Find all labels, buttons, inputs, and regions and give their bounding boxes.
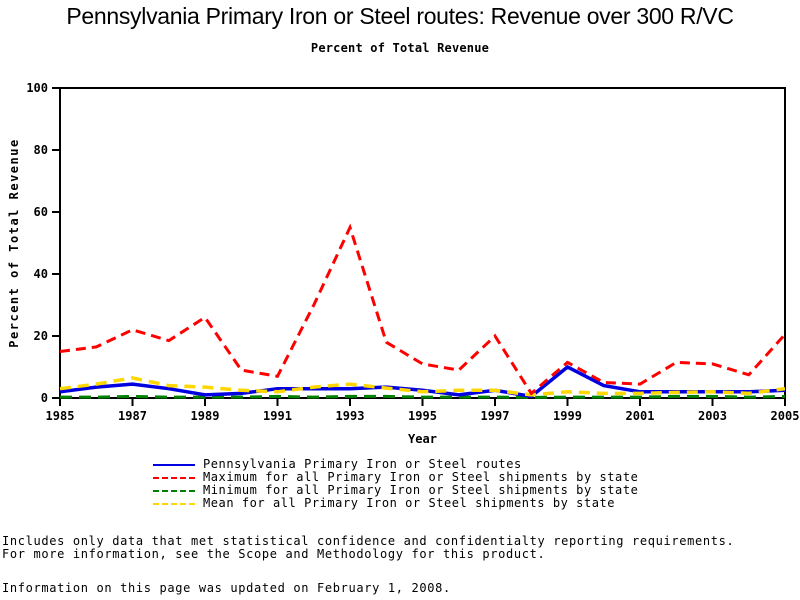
chart-legend: Pennsylvania Primary Iron or Steel route… xyxy=(153,458,638,510)
svg-text:0: 0 xyxy=(41,391,48,405)
legend-label: Pennsylvania Primary Iron or Steel route… xyxy=(203,457,522,471)
legend-label: Mean for all Primary Iron or Steel shipm… xyxy=(203,496,616,510)
series-line-2 xyxy=(60,394,786,399)
svg-text:1999: 1999 xyxy=(553,409,582,423)
page-title: Pennsylvania Primary Iron or Steel route… xyxy=(66,3,734,29)
svg-text:Year: Year xyxy=(408,432,437,446)
svg-text:1985: 1985 xyxy=(46,409,75,423)
legend-label: Minimum for all Primary Iron or Steel sh… xyxy=(203,483,639,497)
footnote-line-2: For more information, see the Scope and … xyxy=(2,547,546,561)
svg-text:40: 40 xyxy=(34,267,48,281)
legend-item: Maximum for all Primary Iron or Steel sh… xyxy=(153,471,638,484)
legend-label: Maximum for all Primary Iron or Steel sh… xyxy=(203,470,639,484)
series-line-1 xyxy=(59,223,787,396)
svg-text:2005: 2005 xyxy=(771,409,800,423)
svg-text:20: 20 xyxy=(34,329,48,343)
legend-item: Minimum for all Primary Iron or Steel sh… xyxy=(153,484,638,497)
svg-text:80: 80 xyxy=(34,143,48,157)
legend-item: Mean for all Primary Iron or Steel shipm… xyxy=(153,497,638,510)
svg-text:Percent of Total Revenue: Percent of Total Revenue xyxy=(7,138,21,347)
svg-text:1989: 1989 xyxy=(191,409,220,423)
update-note: Information on this page was updated on … xyxy=(2,581,451,595)
legend-line-swatch xyxy=(153,489,195,492)
legend-line-swatch xyxy=(153,502,195,505)
svg-text:60: 60 xyxy=(34,205,48,219)
footnote-line-1: Includes only data that met statistical … xyxy=(2,534,735,548)
legend-line-swatch xyxy=(153,463,195,466)
svg-text:1997: 1997 xyxy=(481,409,510,423)
svg-text:100: 100 xyxy=(26,81,48,95)
legend-line-swatch xyxy=(153,476,195,479)
svg-text:2003: 2003 xyxy=(698,409,727,423)
svg-text:1987: 1987 xyxy=(118,409,147,423)
series-line-3 xyxy=(59,376,786,397)
chart-subtitle: Percent of Total Revenue xyxy=(310,41,490,55)
svg-text:1993: 1993 xyxy=(336,409,365,423)
svg-text:1991: 1991 xyxy=(263,409,292,423)
svg-text:1995: 1995 xyxy=(408,409,437,423)
svg-text:2001: 2001 xyxy=(626,409,655,423)
line-chart-plot: 0 20 40 60 80 100 1985 1987 1989 1991 1993 1995 1997… xyxy=(7,81,800,446)
legend-item: Pennsylvania Primary Iron or Steel route… xyxy=(153,458,638,471)
